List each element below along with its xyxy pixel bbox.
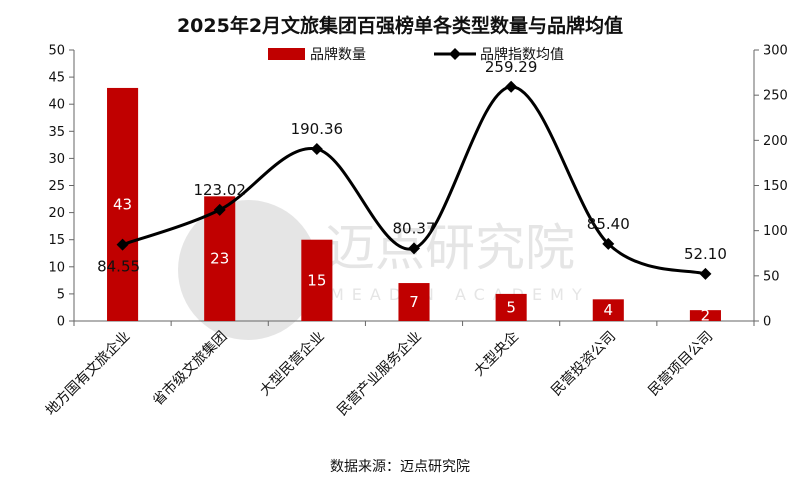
left-tick-label: 15 (48, 233, 65, 248)
legend-line-marker-icon (449, 48, 461, 60)
watermark: 迈点研究院 MEADIN ACADEMY (178, 200, 590, 340)
category-label: 民营投资公司 (548, 329, 619, 400)
left-tick-label: 30 (48, 152, 65, 167)
bar-data-label: 7 (409, 293, 419, 311)
line-point (699, 267, 712, 280)
source-note: 数据来源：迈点研究院 (330, 459, 470, 475)
bar (592, 299, 624, 321)
category-label: 民营项目公司 (646, 329, 717, 400)
category-label: 地方国有文旅企业 (42, 328, 133, 419)
legend: 品牌数量 品牌指数均值 (268, 46, 564, 63)
line-point (213, 203, 226, 216)
line-data-label: 123.02 (193, 181, 246, 199)
left-tick-label: 50 (48, 44, 65, 59)
bar (204, 196, 236, 321)
line-data-label: 52.10 (684, 245, 727, 263)
bar (689, 310, 721, 321)
right-tick-label: 200 (763, 134, 788, 149)
bar (301, 239, 333, 321)
line-point (602, 237, 615, 250)
left-tick-label: 10 (48, 260, 65, 275)
category-label: 民营产业服务企业 (334, 328, 425, 419)
line-data-label: 190.36 (291, 120, 344, 138)
line-data-label: 84.55 (97, 258, 140, 276)
left-tick-label: 45 (48, 71, 65, 86)
legend-line-label: 品牌指数均值 (480, 46, 564, 63)
left-tick-label: 0 (57, 315, 65, 330)
right-tick-label: 50 (763, 269, 780, 284)
category-label: 省市级文旅集团 (149, 328, 230, 409)
bar-data-label: 23 (210, 250, 229, 268)
bar (107, 87, 139, 321)
right-tick-label: 150 (763, 179, 788, 194)
right-tick-label: 300 (763, 44, 788, 59)
line-data-label: 80.37 (393, 219, 436, 237)
left-tick-label: 5 (57, 287, 65, 302)
bars: 43 23 15 7 5 4 2 (107, 87, 721, 325)
line-data-label: 85.40 (587, 215, 630, 233)
legend-bar-label: 品牌数量 (310, 46, 366, 63)
line-data-label: 259.29 (485, 58, 538, 76)
right-tick-label: 100 (763, 224, 788, 239)
bar-data-label: 5 (506, 298, 516, 316)
left-tick-label: 25 (48, 179, 65, 194)
watermark-text: 迈点研究院 (325, 219, 575, 277)
bar-data-label: 4 (604, 301, 614, 319)
line-point (310, 143, 323, 156)
legend-bar-swatch (268, 48, 305, 60)
line-point (116, 238, 129, 251)
right-tick-label: 250 (763, 89, 788, 104)
chart-title: 2025年2月文旅集团百强榜单各类型数量与品牌均值 (177, 14, 623, 37)
left-tick-label: 20 (48, 206, 65, 221)
line-series: 84.55 123.02 190.36 80.37 259.29 85.40 52.10 (97, 58, 727, 280)
line-point (505, 80, 518, 93)
bar (398, 283, 430, 321)
category-label: 大型民营企业 (256, 328, 327, 399)
line-path (122, 85, 706, 276)
bar-data-label: 15 (307, 271, 326, 289)
line-point (408, 242, 420, 255)
bar (495, 293, 527, 321)
category-labels: 地方国有文旅企业 省市级文旅集团 大型民营企业 民营产业服务企业 大型央企 民营投资公司民… (42, 328, 716, 419)
watermark-logo-icon (178, 200, 318, 340)
left-tick-label: 40 (48, 98, 65, 113)
bar-data-label: 2 (701, 307, 711, 325)
bar-data-label: 43 (113, 195, 132, 213)
category-label: 大型央企 (470, 328, 522, 380)
right-tick-label: 0 (763, 315, 771, 330)
watermark-subtext: MEADIN ACADEMY (330, 285, 590, 304)
left-tick-label: 35 (48, 125, 65, 140)
